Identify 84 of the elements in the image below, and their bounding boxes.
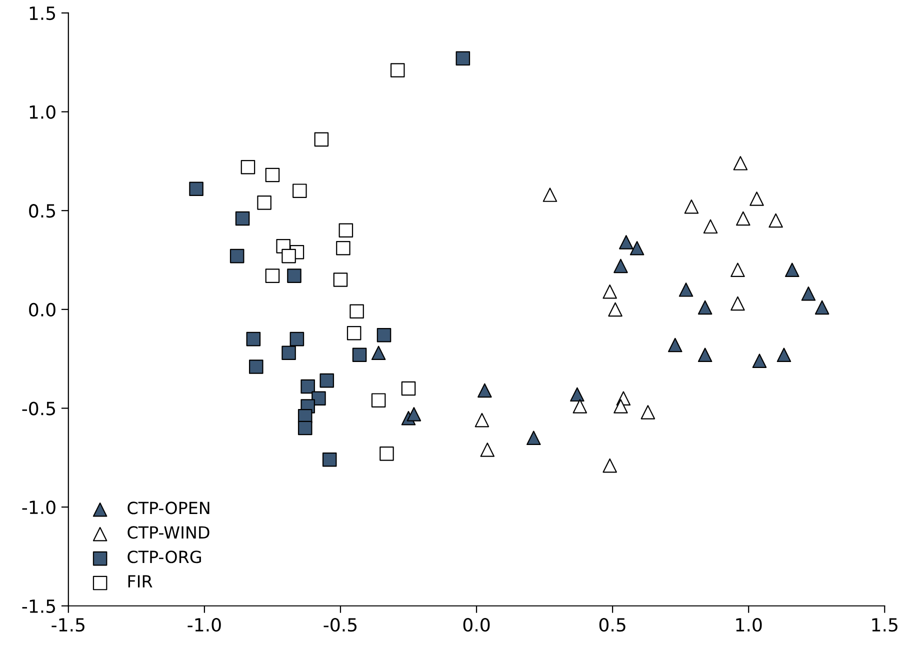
point	[614, 258, 628, 274]
point	[322, 452, 337, 467]
point	[290, 332, 304, 346]
point	[346, 326, 362, 340]
point	[640, 405, 656, 420]
point	[376, 328, 392, 342]
point	[480, 442, 495, 457]
point	[257, 196, 272, 210]
point	[336, 241, 350, 256]
y-tick-label: -1.5	[22, 600, 56, 613]
point	[730, 262, 745, 278]
point	[668, 338, 682, 352]
point	[246, 332, 261, 346]
point	[542, 188, 558, 202]
point	[312, 391, 326, 406]
point	[474, 412, 490, 428]
point	[619, 235, 634, 250]
point	[801, 286, 816, 301]
point	[235, 211, 250, 226]
y-tick-label: 0.0	[29, 302, 56, 317]
y-tick-label: -1.0	[22, 500, 56, 514]
point	[390, 63, 405, 78]
point	[526, 430, 541, 446]
point	[371, 346, 386, 360]
point	[230, 248, 244, 264]
point	[406, 407, 422, 422]
point	[736, 211, 750, 226]
legend-label: CTP-ORG	[128, 550, 201, 564]
point	[678, 282, 694, 297]
x-tick-label: 1.5	[872, 618, 898, 632]
y-tick-label: -0.5	[22, 402, 56, 416]
legend-label: CTP-OPEN	[128, 502, 210, 514]
y-tick-label: 1.0	[30, 105, 56, 119]
point	[733, 156, 748, 170]
point	[784, 262, 800, 278]
point	[614, 399, 628, 414]
point	[371, 393, 386, 408]
point	[298, 420, 312, 436]
point	[292, 184, 307, 198]
point	[570, 387, 584, 402]
y-tick-label: 1.5	[30, 6, 56, 20]
point	[608, 302, 622, 317]
point	[265, 268, 280, 283]
point	[265, 168, 280, 182]
point	[282, 248, 296, 264]
point	[630, 241, 644, 256]
x-tick-label: 1.0	[736, 618, 762, 632]
y-tick-label: 0.5	[29, 204, 56, 218]
point	[282, 346, 296, 360]
x-tick-label: 0.5	[599, 618, 626, 632]
point	[572, 399, 588, 414]
point	[602, 284, 617, 299]
point	[776, 348, 792, 362]
point	[730, 296, 745, 311]
point	[240, 160, 256, 174]
point	[684, 200, 699, 214]
legend-label: FIR	[128, 575, 152, 588]
point	[456, 51, 470, 66]
point	[602, 458, 617, 473]
point	[768, 213, 783, 228]
x-tick-label: -1.0	[188, 618, 221, 632]
point	[320, 373, 334, 388]
x-tick-label: 0.0	[463, 618, 490, 632]
point	[703, 219, 718, 234]
x-tick-label: -1.5	[52, 618, 84, 632]
point	[352, 348, 367, 362]
point	[401, 381, 416, 396]
point	[287, 268, 302, 283]
point	[698, 348, 712, 362]
point	[752, 354, 767, 368]
point	[338, 223, 354, 238]
point	[314, 132, 329, 147]
point	[189, 182, 204, 196]
point	[814, 300, 830, 315]
point	[750, 192, 764, 206]
point	[478, 383, 492, 398]
point	[380, 446, 394, 461]
point	[333, 272, 348, 287]
point	[300, 379, 315, 394]
legend-label: CTP-WIND	[128, 526, 210, 539]
x-tick-label: -0.5	[324, 618, 357, 632]
point	[350, 304, 364, 319]
point	[248, 360, 264, 374]
point	[698, 300, 712, 315]
